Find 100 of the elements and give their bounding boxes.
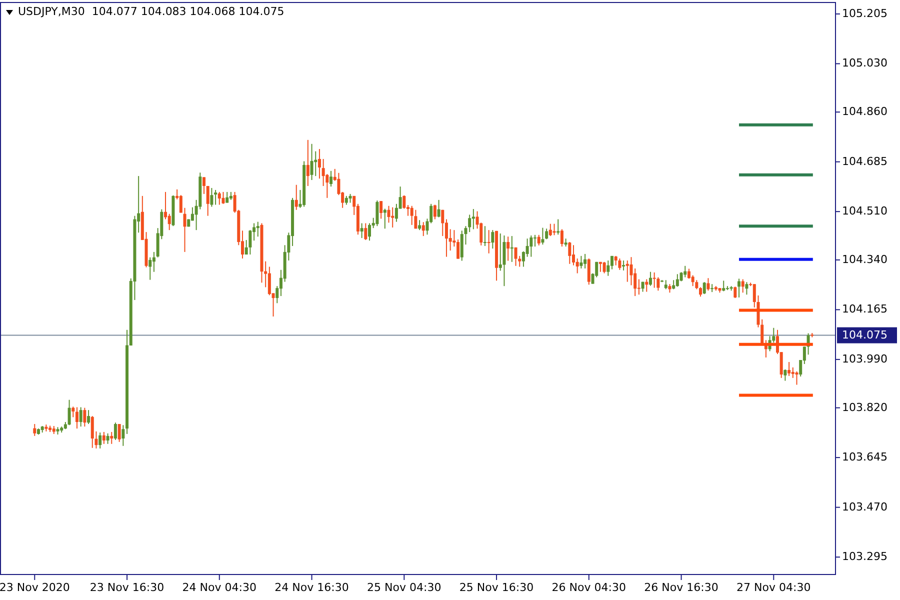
candlestick [218,191,221,206]
y-tick-label: 103.295 [842,550,888,564]
y-tick-label: 104.340 [842,252,888,266]
candlestick [414,209,418,230]
candlestick [118,424,121,442]
y-tick-label: 104.510 [842,204,888,218]
candlestick [676,274,679,288]
candlestick [534,234,537,248]
candlestick [376,200,379,227]
candlestick [656,276,660,292]
candlestick [618,258,622,270]
candlestick [541,227,544,246]
candlestick [168,213,171,231]
candlestick [784,368,787,382]
candlestick [530,234,533,258]
candlestick [183,207,186,252]
candlestick [468,214,472,233]
x-tick-label: 24 Nov 16:30 [274,581,349,594]
y-tick-label: 105.030 [842,56,888,70]
candlestick [502,234,506,287]
candlestick [391,206,394,228]
candlestick [306,139,310,186]
candlestick [422,222,425,237]
candlestick [364,222,368,241]
candlestick [90,416,94,448]
candlestick [734,286,737,299]
candlestick [622,260,626,271]
candlestick [526,238,529,258]
x-tick-label: 26 Nov 04:30 [552,581,626,594]
candlestick [75,406,78,430]
candlestick [587,258,590,286]
candlestick [664,280,668,290]
candlestick [222,191,225,204]
candlestick [691,274,694,287]
candlestick [441,209,444,237]
x-tick-label: 27 Nov 04:30 [736,581,811,594]
candlestick [79,406,82,428]
y-tick-label: 105.205 [842,6,888,20]
candlestick [248,230,252,256]
candlestick [460,230,464,262]
candlestick [706,278,710,292]
candlestick [210,187,214,208]
candlestick [788,362,791,376]
chart-title: USDJPY,M30 104.077 104.083 104.068 104.075 [18,5,284,18]
candlestick [687,268,690,280]
candlestick [206,185,210,216]
candlestick [87,410,90,424]
candlestick [556,218,560,236]
candlestick [672,280,676,290]
candlestick [537,234,540,246]
candlestick [310,143,314,181]
candlestick [722,280,726,292]
candlestick [33,424,36,436]
candlestick [106,432,110,444]
candlestick [152,251,156,272]
candlestick [226,191,229,204]
candlestick [514,246,518,266]
y-tick-label: 103.645 [842,450,888,464]
x-tick-label: 23 Nov 2020 [0,581,70,594]
candlestick [418,220,422,231]
y-tick-label: 103.990 [842,352,888,366]
x-tick-label: 25 Nov 16:30 [459,581,534,594]
candlestick [179,194,182,214]
candlestick [456,238,460,260]
candlestick [380,200,383,220]
candlestick [572,244,575,266]
candlestick [318,148,321,180]
candlestick [548,223,552,237]
candlestick [110,431,114,444]
candlestick [602,261,606,274]
candlestick [634,268,637,297]
candlestick [368,222,372,242]
candlestick [387,205,390,224]
candlestick [491,230,494,250]
candlestick [560,228,564,248]
candlestick [433,204,436,220]
candlestick [606,260,610,276]
candlestick [752,284,756,308]
candlestick [483,226,486,246]
candlestick [122,424,125,446]
candlestick [472,208,475,230]
y-tick-label: 104.165 [842,302,888,316]
candlestick [568,242,572,264]
candlestick [487,230,490,254]
candlestick [68,399,71,426]
candlestick [148,256,152,280]
candlestick [610,255,614,270]
candlestick [202,176,206,194]
candlestick [552,223,556,236]
x-tick-label: 23 Nov 16:30 [90,581,164,594]
y-tick-label: 104.860 [842,105,888,118]
y-tick-label: 103.820 [842,400,888,414]
candlestick [164,191,168,220]
x-tick-label: 24 Nov 04:30 [182,581,256,594]
candlestick [545,228,548,240]
ref-line-label: 104.075 [842,328,888,342]
candlestick [72,406,75,418]
candlestick [702,282,706,295]
candlestick [402,194,406,210]
candlestick [83,407,86,428]
